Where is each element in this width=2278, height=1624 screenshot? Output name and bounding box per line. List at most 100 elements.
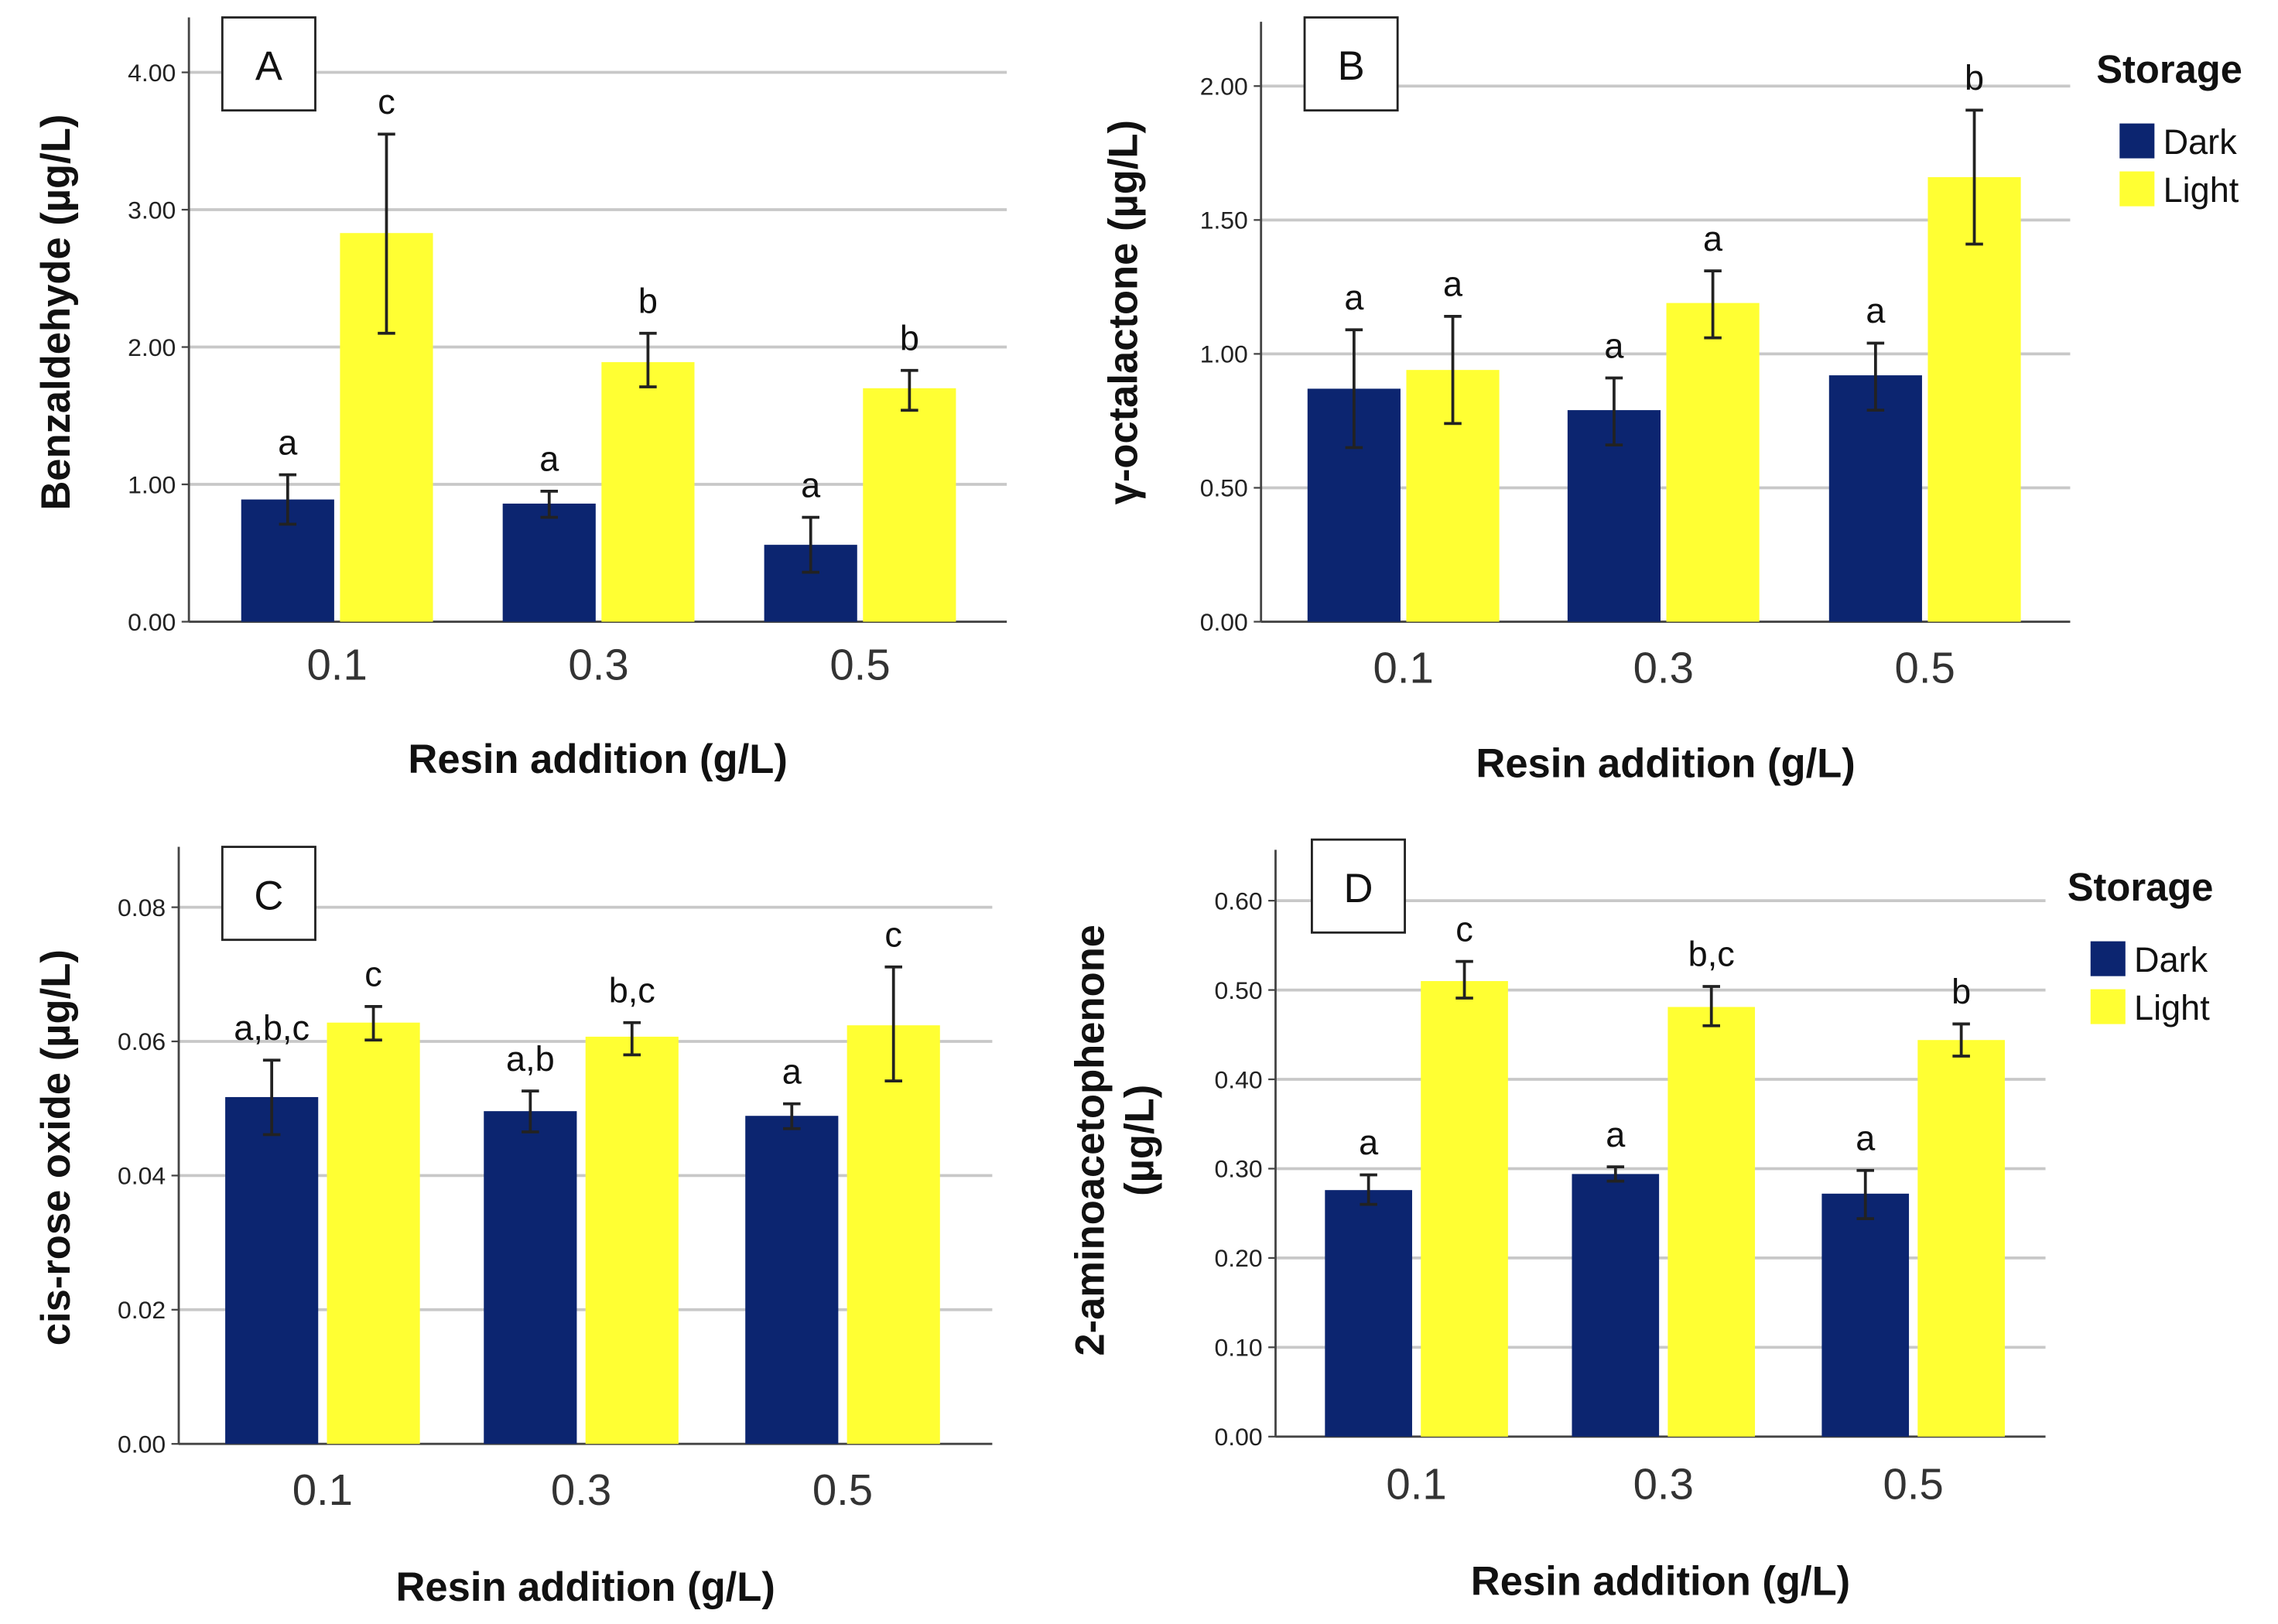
significance-letter: c	[378, 82, 395, 121]
y-tick-label: 2.00	[1200, 73, 1248, 101]
y-axis-label: 2-aminoacetophenone	[1068, 925, 1113, 1356]
y-tick-label: 0.00	[118, 1430, 166, 1458]
x-tick-label: 0.3	[1633, 1460, 1694, 1509]
panel-D: 0.00 0.10 0.20 0.30 0.40 0.50 0.60 a a a c b,c b 0.1 0…	[1068, 838, 2214, 1604]
significance-letter: a	[782, 1051, 802, 1091]
x-tick-label: 0.1	[1386, 1460, 1446, 1509]
x-axis-label: Resin addition (g/L)	[1471, 1558, 1850, 1604]
significance-letter: a	[1606, 1115, 1626, 1154]
significance-letter: b	[638, 282, 658, 321]
x-tick-label: 0.3	[551, 1465, 611, 1514]
y-tick-label: 0.10	[1214, 1334, 1262, 1362]
x-tick-label: 0.1	[1373, 643, 1434, 692]
bar-light	[1917, 1040, 2005, 1437]
significance-letter: a	[1344, 278, 1364, 317]
y-tick-label: 0.00	[1214, 1423, 1262, 1451]
significance-letter: b,c	[1688, 935, 1735, 974]
x-axis-label: Resin addition (g/L)	[395, 1564, 775, 1610]
panel-label: D	[1344, 866, 1373, 911]
panel-label-box	[221, 846, 316, 942]
y-tick-label: 0.30	[1214, 1155, 1262, 1183]
y-tick-label: 1.00	[1200, 340, 1248, 368]
y-tick-label: 2.00	[128, 333, 176, 361]
significance-letter: a	[1866, 291, 1886, 330]
significance-letter: a	[1703, 219, 1723, 258]
panel-label: A	[255, 43, 282, 89]
significance-letter: a	[539, 439, 559, 479]
panel-C: 0.00 0.02 0.04 0.06 0.08 a,b,c a,b a c b,c c 0.1 0.3…	[33, 846, 993, 1610]
y-tick-label: 0.02	[118, 1296, 166, 1324]
x-tick-label: 0.5	[829, 641, 890, 689]
y-tick-label: 3.00	[128, 196, 176, 224]
legend-swatch-light	[2090, 989, 2126, 1024]
legend-title: Storage	[2096, 47, 2242, 91]
significance-letter: b	[1951, 972, 1971, 1011]
y-axis-label: γ-octalactone (µg/L)	[1101, 120, 1147, 504]
y-tick-label: 0.06	[118, 1027, 166, 1055]
bar-light	[601, 362, 695, 622]
y-tick-label: 0.50	[1200, 474, 1248, 502]
bar-light	[1666, 303, 1760, 622]
y-tick-label: 0.00	[128, 608, 176, 636]
bar-light	[847, 1025, 940, 1445]
bar-dark	[1572, 1174, 1660, 1437]
bar-dark	[1821, 1193, 1910, 1437]
panel-label-box	[1303, 16, 1399, 112]
bar-dark	[1828, 375, 1922, 622]
y-tick-label: 0.40	[1214, 1065, 1262, 1093]
x-tick-label: 0.3	[568, 641, 628, 689]
significance-letter: c	[364, 955, 382, 994]
bar-dark	[502, 503, 596, 622]
bar-light	[585, 1036, 679, 1445]
significance-letter: b	[900, 318, 919, 357]
significance-letter: a	[1856, 1118, 1876, 1157]
significance-letter: b	[1965, 58, 1984, 97]
x-tick-label: 0.5	[1883, 1460, 1944, 1509]
y-tick-label: 0.60	[1214, 887, 1262, 915]
y-tick-label: 0.04	[118, 1162, 166, 1190]
panel-label: B	[1338, 43, 1365, 89]
legend: Storage Dark Light	[2068, 865, 2214, 1027]
bar-light	[1667, 1007, 1756, 1437]
y-tick-label: 0.08	[118, 894, 166, 921]
legend-swatch-dark	[2119, 123, 2155, 159]
significance-letter: c	[884, 915, 902, 954]
y-tick-label: 1.50	[1200, 207, 1248, 234]
significance-letter: a	[1443, 265, 1463, 304]
y-axis-label: Benzaldehyde (µg/L)	[33, 115, 79, 511]
panel-A: 0.00 1.00 2.00 3.00 4.00 a a a c b b 0.1 0.3 0.5 Resin…	[33, 16, 1007, 782]
legend-title: Storage	[2068, 865, 2214, 909]
legend-item: Light	[2134, 988, 2210, 1027]
x-tick-label: 0.3	[1633, 643, 1694, 692]
legend-item: Dark	[2134, 940, 2208, 980]
x-axis-label: Resin addition (g/L)	[1476, 740, 1855, 786]
significance-letter: b,c	[609, 970, 655, 1010]
significance-letter: a	[1359, 1123, 1379, 1162]
y-tick-label: 4.00	[128, 59, 176, 87]
bar-light	[327, 1022, 420, 1445]
panel-label-box	[221, 16, 316, 112]
x-tick-label: 0.1	[292, 1465, 353, 1514]
significance-letter: a	[278, 422, 298, 462]
significance-letter: a	[801, 465, 821, 504]
bar-light	[1421, 981, 1508, 1437]
legend-swatch-dark	[2090, 941, 2126, 976]
y-axis-label: (µg/L)	[1117, 1085, 1162, 1196]
bar-dark	[1325, 1190, 1412, 1437]
panel-label: C	[254, 873, 283, 918]
y-axis-label: cis-rose oxide (µg/L)	[33, 949, 79, 1345]
x-tick-label: 0.1	[306, 641, 367, 689]
x-axis-label: Resin addition (g/L)	[408, 737, 787, 782]
legend-item: Dark	[2163, 122, 2238, 162]
y-tick-label: 0.50	[1214, 976, 1262, 1004]
bar-dark	[745, 1116, 839, 1445]
significance-letter: a,b,c	[234, 1008, 310, 1048]
x-tick-label: 0.5	[812, 1465, 873, 1514]
bar-light	[1927, 176, 2021, 622]
significance-letter: c	[1455, 909, 1473, 949]
legend: Storage Dark Light	[2096, 47, 2242, 210]
bar-light	[863, 388, 956, 622]
panel-label-box	[1311, 838, 1406, 934]
y-tick-label: 1.00	[128, 470, 176, 498]
